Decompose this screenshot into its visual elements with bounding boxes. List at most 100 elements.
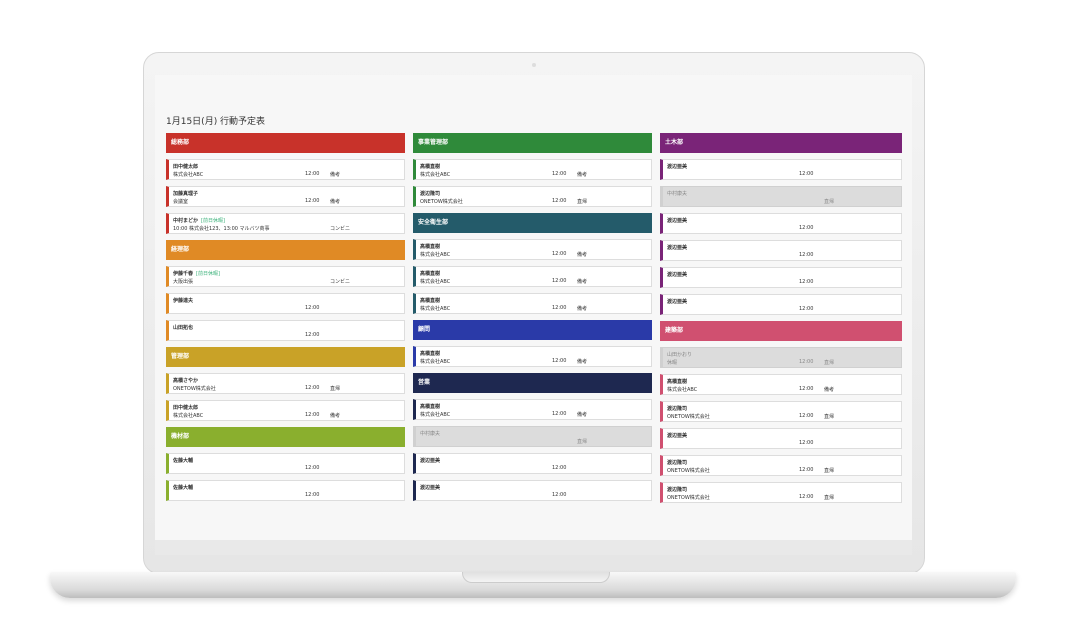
entry-remark: 備考 [577,359,588,365]
return-time: 12:00 [799,306,814,312]
column: 土木部 渡辺亜美 12:00 中村康夫 直帰 渡辺亜美 12:00 渡辺亜美 12:00 渡辺亜美… [660,133,902,503]
schedule-entry: 高橋直樹 株式会社ABC 12:00 備考 [413,399,652,420]
person-name: 渡辺亜美 [667,433,688,439]
schedule-entry: 田中健太郎 株式会社ABC 12:00 備考 [166,400,405,421]
return-time: 12:00 [552,358,567,364]
schedule-board: 総務部 田中健太郎 株式会社ABC 12:00 備考 加藤真理子 会議室 12:00 備考 中村ま… [166,133,902,503]
person-name: 中村まどか [前日休暇] [173,218,225,224]
return-time: 12:00 [799,171,814,177]
person-name: 渡辺亜美 [667,299,688,305]
return-time: 12:00 [799,225,814,231]
person-name: 渡辺隆司 [420,191,441,197]
department-header: 建築部 [660,321,902,341]
person-name: 渡辺亜美 [420,458,441,464]
person-name: 山田拓也 [173,325,194,331]
return-time: 12:00 [305,412,320,418]
department-header: 営業 [413,373,652,393]
entry-detail: 株式会社ABC [173,413,204,419]
person-name: 渡辺亜美 [667,245,688,251]
person-name: 高橋直樹 [420,271,441,277]
department-header: 顧問 [413,320,652,340]
return-time: 12:00 [799,440,814,446]
column: 総務部 田中健太郎 株式会社ABC 12:00 備考 加藤真理子 会議室 12:00 備考 中村ま… [166,133,405,503]
person-name: 高橋直樹 [420,351,441,357]
entry-remark: 備考 [577,172,588,178]
return-time: 12:00 [799,413,814,419]
schedule-entry: 高橋直樹 株式会社ABC 12:00 備考 [660,374,902,395]
entry-remark: 備考 [577,252,588,258]
entry-detail: 休暇 [667,360,678,366]
return-time: 12:00 [799,467,814,473]
return-time: 12:00 [305,492,320,498]
person-name: 渡辺亜美 [667,218,688,224]
entry-remark: 備考 [330,199,341,205]
person-name: 高橋直樹 [420,164,441,170]
entry-detail: 株式会社ABC [420,252,451,258]
schedule-entry: 渡辺亜美 12:00 [660,240,902,261]
schedule-entry: 渡辺隆司 ONETOW株式会社 12:00 直帰 [413,186,652,207]
entry-remark: 直帰 [577,199,588,205]
person-name: 渡辺亜美 [667,272,688,278]
return-time: 12:00 [305,198,320,204]
return-time: 12:00 [552,278,567,284]
department-header: 管理部 [166,347,405,367]
return-time: 12:00 [305,332,320,338]
schedule-entry: 中村まどか [前日休暇] 10:00 株式会社123、13:00 マルバツ商事 コンビ… [166,213,405,234]
entry-remark: 備考 [824,387,835,393]
schedule-entry: 伊藤千春 [前日休暇] 大阪出張 コンビニ [166,266,405,287]
person-name: 佐藤大輔 [173,458,194,464]
schedule-entry: 山田拓也 12:00 [166,320,405,341]
person-name: 渡辺亜美 [420,485,441,491]
entry-remark: 備考 [577,306,588,312]
schedule-entry: 高橋直樹株式会社ABC 12:00 備考 [413,159,652,180]
schedule-entry: 渡辺亜美 12:00 [660,294,902,315]
schedule-entry: 渡辺亜美 12:00 [660,267,902,288]
schedule-entry: 渡辺隆司 ONETOW株式会社 12:00 直帰 [660,401,902,422]
return-time: 12:00 [799,252,814,258]
return-time: 12:00 [552,411,567,417]
entry-detail: 株式会社ABC [420,279,451,285]
person-name: 高橋直樹 [420,298,441,304]
schedule-entry: 渡辺亜美 12:00 [660,213,902,234]
entry-detail: ONETOW株式会社 [667,468,710,474]
person-name: 田中健太郎 [173,164,199,170]
entry-detail: 株式会社ABC [173,172,204,178]
entry-detail: ONETOW株式会社 [420,199,463,205]
schedule-entry: 高橋直樹 株式会社ABC 12:00 備考 [413,239,652,260]
camera [532,63,536,67]
schedule-entry: 渡辺亜美 12:00 [413,453,652,474]
entry-detail: 株式会社ABC [420,412,451,418]
entry-remark: 直帰 [577,439,588,445]
person-name: 中村康夫 [667,191,688,197]
department-header: 土木部 [660,133,902,153]
status-tag: [前日休暇] [196,271,220,277]
return-time: 12:00 [552,492,567,498]
schedule-entry: 田中健太郎 株式会社ABC 12:00 備考 [166,159,405,180]
return-time: 12:00 [799,359,814,365]
entry-remark: 備考 [577,279,588,285]
return-time: 12:00 [552,171,567,177]
person-name: 加藤真理子 [173,191,199,197]
person-name: 伊藤千春 [前日休暇] [173,271,220,277]
person-name: 佐藤大輔 [173,485,194,491]
person-name: 中村康夫 [420,431,441,437]
page-title: 1月15日(月) 行動予定表 [166,117,266,127]
department-header: 事業管理部 [413,133,652,153]
person-name: 高橋直樹 [420,244,441,250]
status-tag: [前日休暇] [201,218,225,224]
entry-detail: ONETOW株式会社 [667,414,710,420]
schedule-entry: 山田かおり 休暇 12:00 直帰 [660,347,902,368]
person-name: 渡辺隆司 [667,406,688,412]
schedule-entry: 渡辺亜美 12:00 [413,480,652,501]
person-name: 伊藤達夫 [173,298,194,304]
schedule-entry: 渡辺隆司 ONETOW株式会社 12:00 直帰 [660,482,902,503]
person-name: 高橋直樹 [667,379,688,385]
screen-footer [155,540,912,555]
schedule-entry: 中村康夫直帰 [413,426,652,447]
entry-detail: 会議室 [173,199,189,205]
schedule-entry: 高橋直樹株式会社ABC 12:00 備考 [413,266,652,287]
entry-detail: 株式会社ABC [420,172,451,178]
return-time: 12:00 [305,171,320,177]
entry-remark: コンビニ [330,226,351,232]
person-name: 高橋さやか [173,378,199,384]
